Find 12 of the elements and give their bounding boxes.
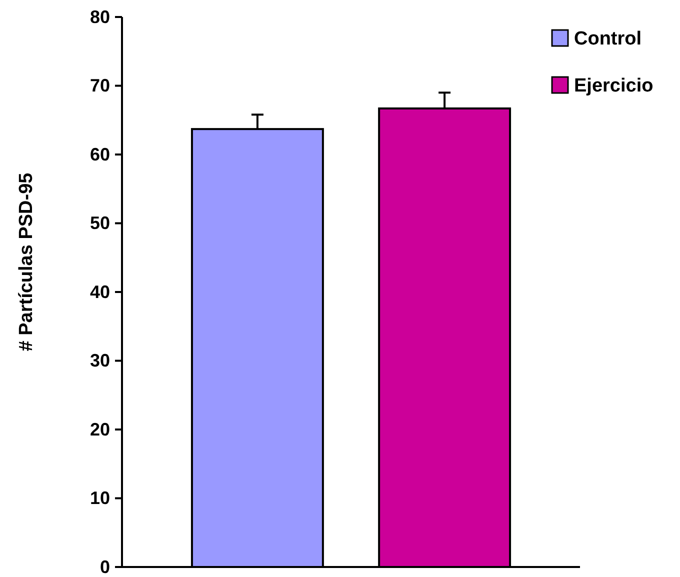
y-tick-label: 70 bbox=[90, 76, 110, 96]
y-axis-title: # Partículas PSD-95 bbox=[16, 172, 37, 352]
y-tick-label: 60 bbox=[90, 144, 110, 164]
y-tick-label: 80 bbox=[90, 6, 110, 27]
y-tick-label: 50 bbox=[90, 213, 110, 234]
y-tick-label: 0 bbox=[100, 556, 110, 577]
legend-label: Control bbox=[574, 28, 642, 50]
y-tick-label: 40 bbox=[90, 282, 110, 302]
y-tick-label: 20 bbox=[90, 419, 110, 440]
y-tick-label: 10 bbox=[90, 488, 110, 508]
legend-label: Ejercicio bbox=[574, 76, 654, 97]
y-tick-label: 30 bbox=[90, 350, 110, 371]
